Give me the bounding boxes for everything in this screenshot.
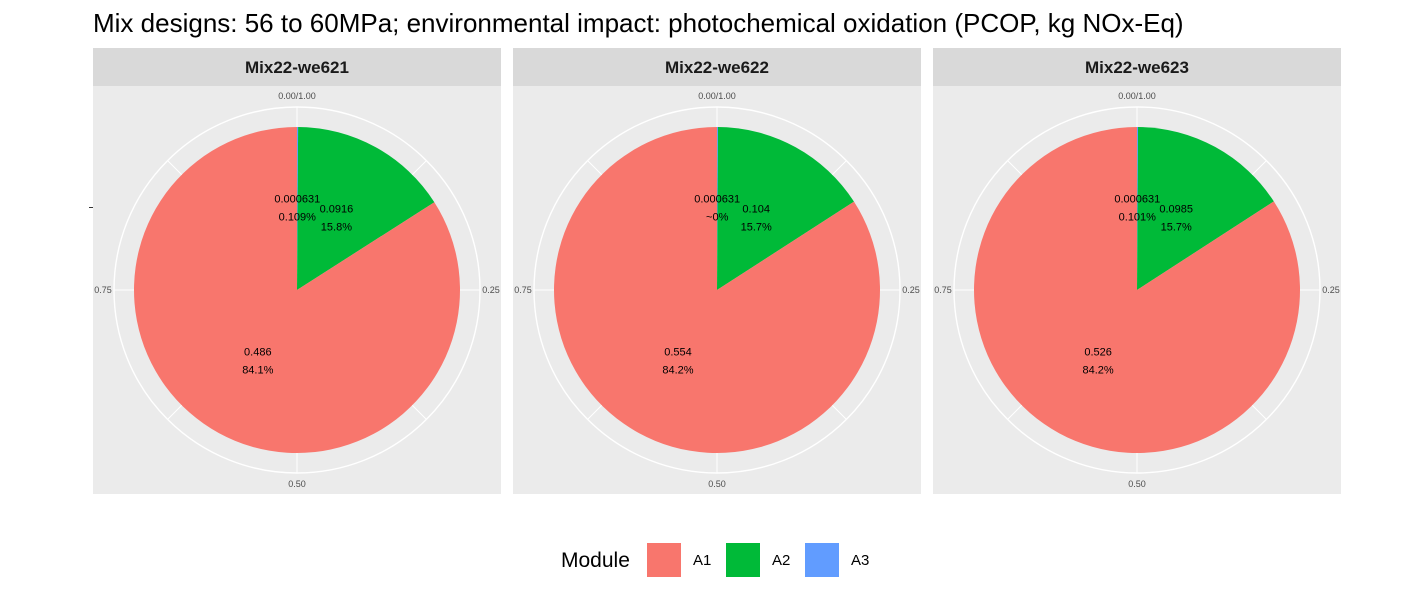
chart-title: Mix designs: 56 to 60MPa; environmental … [93, 8, 1184, 38]
data-label-value: 0.000631 [1114, 194, 1160, 206]
theta-tick-label: 0.75 [514, 285, 532, 295]
facet-strip-title: Mix22-we621 [93, 48, 501, 86]
legend-title: Module [561, 549, 630, 572]
plot-area: 0.000631 ~0% 0.104 15.7% 0.554 84.2% 0.00/1.00… [513, 86, 921, 494]
pie-slice-a2 [297, 127, 435, 290]
pie-slice-a2 [1137, 127, 1274, 290]
data-label-percent: 15.7% [741, 222, 772, 234]
facet-panel: Mix22-we622 0.000631 ~0% 0.104 15.7% 0.554 84.… [513, 48, 921, 494]
data-label-percent: 84.2% [662, 365, 693, 377]
pie-slice-a1 [554, 127, 881, 453]
data-label-value: 0.0985 [1159, 204, 1193, 216]
theta-tick-label: 0.50 [1128, 479, 1146, 489]
grid-circle [533, 106, 901, 474]
theta-tick-label: 0.50 [708, 479, 726, 489]
data-label-percent: 84.1% [242, 365, 273, 377]
data-label-value: 0.000631 [694, 194, 740, 206]
theta-tick-label: 0.25 [482, 285, 500, 295]
theta-tick-label: 0.00/1.00 [698, 91, 736, 101]
theta-tick-label: 0.00/1.00 [278, 91, 316, 101]
axis-tick-mark [89, 207, 94, 208]
theta-tick-label: 0.25 [902, 285, 920, 295]
legend-label-a1: A1 [693, 552, 712, 569]
data-label-percent: 15.8% [321, 222, 352, 234]
grid-circle [953, 106, 1321, 474]
plot-area: 0.000631 0.101% 0.0985 15.7% 0.526 84.2% 0.00/… [933, 86, 1341, 494]
data-label-value: 0.526 [1084, 347, 1112, 359]
theta-tick-label: 0.00/1.00 [1118, 91, 1156, 101]
data-label-percent: ~0% [706, 212, 729, 224]
theta-tick-label: 0.25 [1322, 285, 1340, 295]
pie-chart: 0.000631 ~0% 0.104 15.7% 0.554 84.2% 0.00/1.00… [514, 91, 920, 489]
pie-slice-a3 [1137, 126, 1139, 290]
theta-tick-label: 0.50 [288, 479, 306, 489]
data-label-percent: 84.2% [1082, 365, 1113, 377]
pie-slice-a2 [717, 127, 854, 290]
data-label-value: 0.554 [664, 347, 692, 359]
pie-slice-a3 [717, 126, 718, 290]
pie-slice-a1 [974, 127, 1301, 453]
legend-key-a3 [805, 543, 839, 577]
legend-label-a2: A2 [772, 552, 791, 569]
pie-slice-a1 [133, 127, 460, 453]
legend-key-a2 [726, 543, 760, 577]
data-label-percent: 15.7% [1161, 222, 1192, 234]
theta-tick-label: 0.75 [94, 285, 112, 295]
legend-label-a3: A3 [851, 552, 870, 569]
data-label-value: 0.000631 [274, 194, 320, 206]
pie-chart: 0.000631 0.109%0.0916 15.8% 0.486 84.1% 0.00/… [94, 91, 500, 489]
pie-chart: 0.000631 0.101%0.0985 15.7% 0.526 84.2% 0.00/… [934, 91, 1340, 489]
pie-slice-a3 [297, 126, 299, 290]
data-label-percent: 0.101% [1119, 212, 1157, 224]
facet-strip-title: Mix22-we623 [933, 48, 1341, 86]
data-label-value: 0.486 [244, 347, 272, 359]
facet-panel: Mix22-we621 0.000631 0.109% 0.0916 15.8% 0.48… [93, 48, 501, 494]
data-label-value: 0.0916 [320, 204, 354, 216]
data-label-value: 0.104 [742, 204, 770, 216]
theta-tick-label: 0.75 [934, 285, 952, 295]
legend-key-a1 [647, 543, 681, 577]
plot-area: 0.000631 0.109% 0.0916 15.8% 0.486 84.1% 0.00/… [93, 86, 501, 494]
data-label-percent: 0.109% [279, 212, 317, 224]
grid-circle [113, 106, 481, 474]
facet-panel: Mix22-we623 0.000631 0.101% 0.0985 15.7% 0.52… [933, 48, 1341, 494]
facet-strip-title: Mix22-we622 [513, 48, 921, 86]
